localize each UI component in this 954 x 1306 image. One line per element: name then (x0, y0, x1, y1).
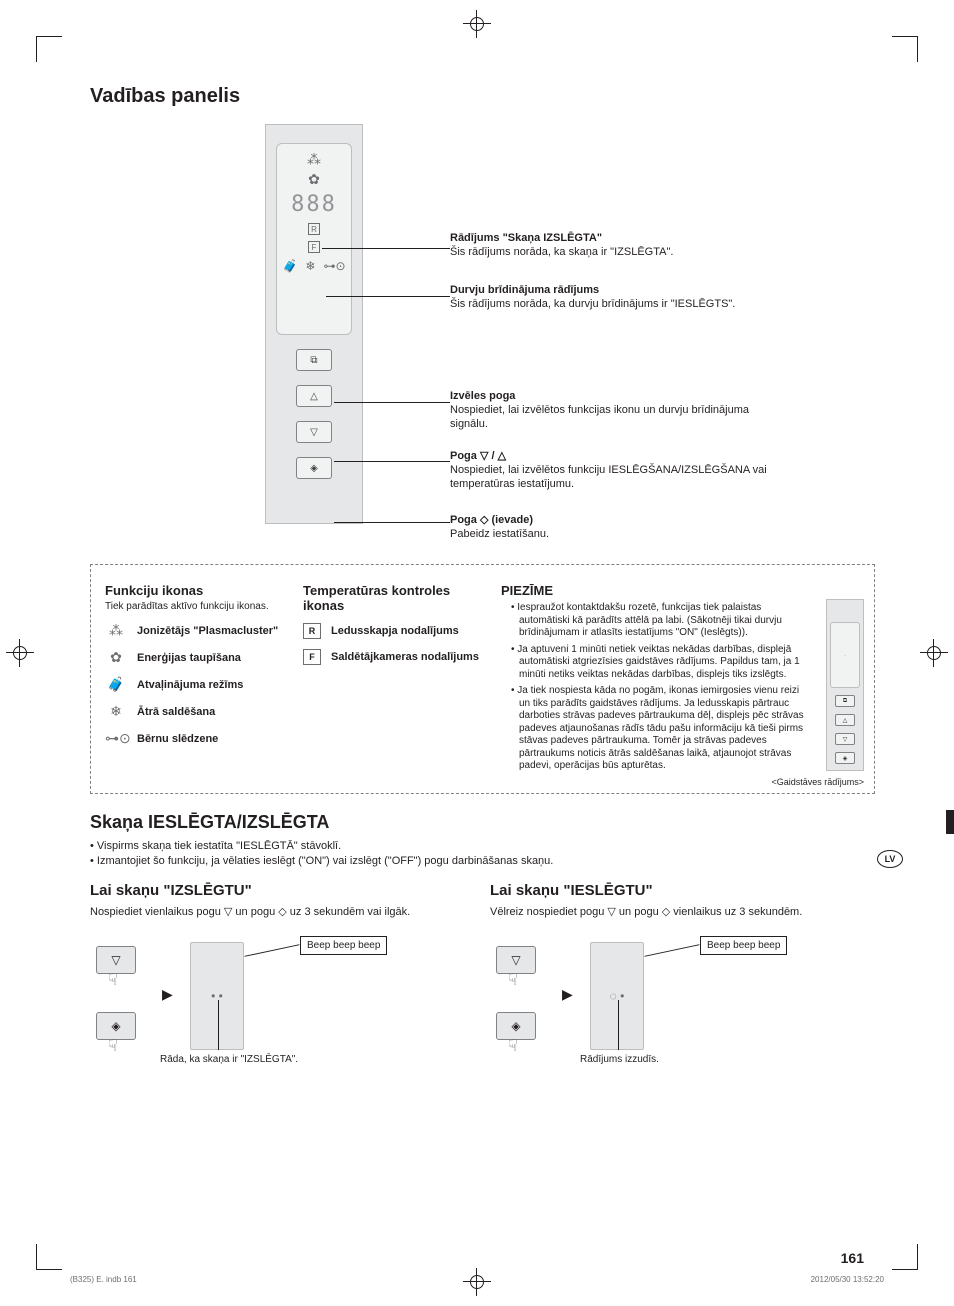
temp-r: RLedusskapja nodalījums (303, 623, 483, 639)
panel-mini: ◌ • (590, 942, 644, 1050)
func-energy: ✿Enerģijas taupīšana (105, 649, 285, 666)
key-icon: ⊶⊙ (323, 259, 345, 273)
sound-off-text: Nospiediet vienlaikus pogu ▽ un pogu ◇ u… (90, 905, 460, 919)
side-tab (946, 810, 954, 834)
standby-panel: · ⧉ △ ▽ ◈ (826, 599, 864, 771)
hand-icon: ☟ (508, 970, 518, 990)
func-express: ❄Ātrā saldēšana (105, 703, 285, 720)
label-updown: Poga ▽ / △ Nospiediet, lai izvēlētos fun… (450, 450, 780, 491)
plasma-icon: ⁂ (105, 622, 127, 639)
panel-display: ⁂ ✿ 888 R F 🧳 ❄ ⊶⊙ (276, 143, 352, 335)
suitcase-icon: 🧳 (105, 676, 127, 693)
mini-enter: ◈ (835, 752, 855, 764)
arrow-icon: ▶ (562, 986, 573, 1003)
dotcirc: ◌ • (610, 989, 625, 1003)
down-button[interactable]: ▽ (296, 421, 332, 443)
temp-f: FSaldētājkameras nodalījums (303, 649, 483, 665)
footer-left: (B325) E. indb 161 (70, 1275, 137, 1284)
sound-off-diagram: ▽ ☟ ◈ ☟ ▶ • • Beep beep beep Rāda, ka sk… (90, 928, 460, 1098)
crop-tl (36, 36, 62, 62)
leaf-icon: ✿ (308, 172, 320, 186)
snow-icon: ❄ (105, 703, 127, 720)
func-plasma: ⁂Jonizētājs "Plasmacluster" (105, 622, 285, 639)
label-sound-off: Rādījums "Skaņa IZSLĒGTA" Šis rādījums n… (450, 232, 780, 260)
mini-down: ▽ (835, 733, 855, 745)
label-door: Durvju brīdinājuma rādījums Šis rādījums… (450, 284, 780, 312)
standby-caption: <Gaidstāves rādījums> (771, 777, 864, 787)
func-vacation: 🧳Atvaļinājuma režīms (105, 676, 285, 693)
mini-select: ⧉ (835, 695, 855, 707)
leader (326, 296, 450, 297)
callout-line (245, 944, 300, 957)
caption-line (618, 1000, 619, 1050)
mini-display: · (830, 622, 860, 688)
control-panel-diagram: ⁂ ✿ 888 R F 🧳 ❄ ⊶⊙ ⧉ △ ▽ ◈ Rādī (90, 124, 875, 544)
f-indicator: F (308, 241, 320, 253)
segment-display: 888 (291, 192, 337, 217)
suitcase-icon: 🧳 (282, 259, 297, 273)
sound-on-text: Vēlreiz nospiediet pogu ▽ un pogu ◇ vien… (490, 905, 860, 919)
sound-bullet1: Vispirms skaņa tiek iestatīta "IESLĒGTĀ"… (90, 839, 875, 854)
label-enter: Poga ◇ (ievade) Pabeidz iestatīšanu. (450, 514, 780, 542)
sound-on-heading: Lai skaņu "IESLĒGTU" (490, 882, 860, 899)
on-caption: Rādījums izzudīs. (580, 1054, 780, 1065)
key-icon: ⊶⊙ (105, 730, 127, 747)
r-indicator: R (308, 223, 320, 235)
sound-bullet2: Izmantojiet šo funkciju, ja vēlaties ies… (90, 854, 875, 869)
enter-button[interactable]: ◈ (296, 457, 332, 479)
func-heading: Funkciju ikonas (105, 583, 285, 598)
off-caption: Rāda, ka skaņa ir "IZSLĒGTA". (160, 1054, 430, 1065)
sound-off-heading: Lai skaņu "IZSLĒGTU" (90, 882, 460, 899)
arrow-icon: ▶ (162, 986, 173, 1003)
func-childlock: ⊶⊙Bērnu slēdzene (105, 730, 285, 747)
note-list: Iespraužot kontaktdakšu rozetē, funkcija… (501, 602, 812, 773)
sound-on-diagram: ▽ ☟ ◈ ☟ ▶ ◌ • Beep beep beep Rādījums iz… (490, 928, 860, 1098)
footer-right: 2012/05/30 13:52:20 (811, 1275, 884, 1284)
dots: • • (211, 989, 223, 1003)
leader (322, 248, 450, 249)
leaf-icon: ✿ (105, 649, 127, 666)
beep-callout: Beep beep beep (300, 936, 387, 955)
select-button[interactable]: ⧉ (296, 349, 332, 371)
label-select: Izvēles poga Nospiediet, lai izvēlētos f… (450, 390, 780, 431)
reg-left (6, 639, 34, 667)
control-panel: ⁂ ✿ 888 R F 🧳 ❄ ⊶⊙ ⧉ △ ▽ ◈ (265, 124, 363, 524)
crop-bl (36, 1244, 62, 1270)
leader (334, 522, 450, 523)
page-title: Vadības panelis (90, 85, 875, 108)
mini-up: △ (835, 714, 855, 726)
sound-section: Skaņa IESLĒGTA/IZSLĒGTA Vispirms skaņa t… (90, 812, 875, 1098)
page-number: 161 (841, 1250, 864, 1266)
callout-line (645, 944, 700, 957)
leader (334, 402, 450, 403)
crop-br (892, 1244, 918, 1270)
func-sub: Tiek parādītas aktīvo funkciju ikonas. (105, 601, 285, 612)
hand-icon: ☟ (108, 1036, 118, 1056)
leader (334, 461, 450, 462)
crop-tr (892, 36, 918, 62)
sound-heading: Skaņa IESLĒGTA/IZSLĒGTA (90, 812, 875, 833)
lang-badge: LV (877, 850, 903, 868)
panel-mini: • • (190, 942, 244, 1050)
bottom-icons: 🧳 ❄ ⊶⊙ (282, 259, 345, 273)
functions-box: Funkciju ikonas Tiek parādītas aktīvo fu… (90, 564, 875, 794)
plasma-icon: ⁂ (307, 152, 321, 166)
beep-callout: Beep beep beep (700, 936, 787, 955)
temp-heading: Temperatūras kontroles ikonas (303, 583, 483, 613)
reg-right (920, 639, 948, 667)
reg-top (463, 10, 491, 38)
hand-icon: ☟ (108, 970, 118, 990)
reg-bottom (463, 1268, 491, 1296)
caption-line (218, 1000, 219, 1050)
up-button[interactable]: △ (296, 385, 332, 407)
hand-icon: ☟ (508, 1036, 518, 1056)
snow-icon: ❄ (305, 259, 315, 273)
note-heading: PIEZĪME (501, 583, 812, 599)
